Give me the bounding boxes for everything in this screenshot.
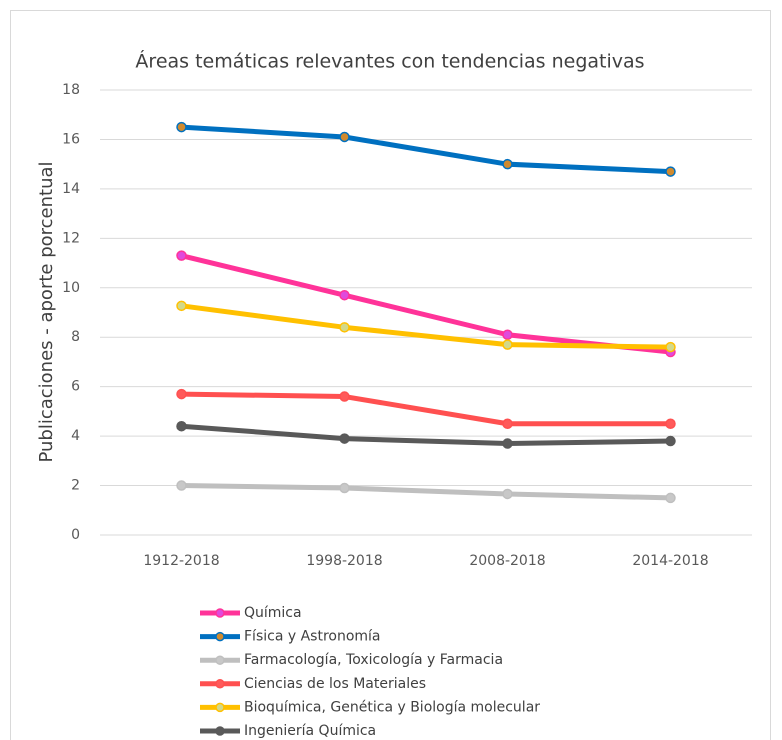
legend-label: Química xyxy=(244,605,302,621)
y-tick-label: 0 xyxy=(71,527,80,543)
y-tick-label: 6 xyxy=(71,379,80,395)
x-tick-label: 1998-2018 xyxy=(306,553,382,569)
y-tick-label: 14 xyxy=(62,181,80,197)
data-point xyxy=(502,158,513,170)
data-point xyxy=(665,341,676,353)
y-tick-label: 18 xyxy=(62,82,80,98)
legend-marker xyxy=(215,726,225,736)
series-line xyxy=(179,303,673,350)
data-point xyxy=(176,250,187,261)
chart-frame xyxy=(10,10,771,740)
data-point xyxy=(502,418,513,429)
legend-marker xyxy=(215,608,225,618)
series-line xyxy=(179,483,673,501)
legend-label: Ingeniería Química xyxy=(244,723,376,739)
y-tick-label: 16 xyxy=(62,131,80,147)
data-point xyxy=(502,488,513,500)
y-tick-label: 8 xyxy=(71,329,80,345)
data-point xyxy=(502,329,513,340)
legend-label: Farmacología, Toxicología y Farmacia xyxy=(244,652,503,668)
y-tick-label: 10 xyxy=(62,280,80,296)
data-point xyxy=(339,482,350,494)
legend-label: Bioquímica, Genética y Biología molecula… xyxy=(244,699,540,715)
data-point xyxy=(665,492,676,504)
series-line xyxy=(179,423,673,447)
data-point xyxy=(176,480,187,491)
legend-label: Ciencias de los Materiales xyxy=(244,676,426,692)
data-point xyxy=(176,121,187,133)
data-point xyxy=(339,322,350,333)
data-point xyxy=(502,438,513,449)
legend-marker xyxy=(215,679,225,689)
data-point xyxy=(339,131,350,143)
y-tick-label: 2 xyxy=(71,478,80,494)
y-tick-label: 4 xyxy=(71,428,80,444)
series-line xyxy=(179,391,673,427)
data-point xyxy=(665,418,676,429)
data-point xyxy=(176,420,187,432)
chart-title: Áreas temáticas relevantes con tendencia… xyxy=(135,50,644,73)
x-tick-label: 2008-2018 xyxy=(469,553,545,569)
legend-marker xyxy=(215,702,225,713)
legend-marker xyxy=(215,655,225,665)
data-point xyxy=(665,435,676,447)
series-line xyxy=(179,124,673,175)
x-tick-label: 1912-2018 xyxy=(143,553,219,569)
legend-label: Física y Astronomía xyxy=(244,629,381,645)
data-point xyxy=(176,300,187,312)
data-point xyxy=(339,391,350,402)
data-point xyxy=(176,388,187,400)
data-point xyxy=(339,433,350,444)
data-point xyxy=(502,339,513,350)
data-point xyxy=(339,289,350,301)
y-tick-label: 12 xyxy=(62,230,80,246)
y-axis-label: Publicaciones - aporte porcentual xyxy=(36,161,57,462)
data-point xyxy=(665,166,676,177)
legend-marker xyxy=(215,631,225,642)
x-tick-label: 2014-2018 xyxy=(632,553,708,569)
